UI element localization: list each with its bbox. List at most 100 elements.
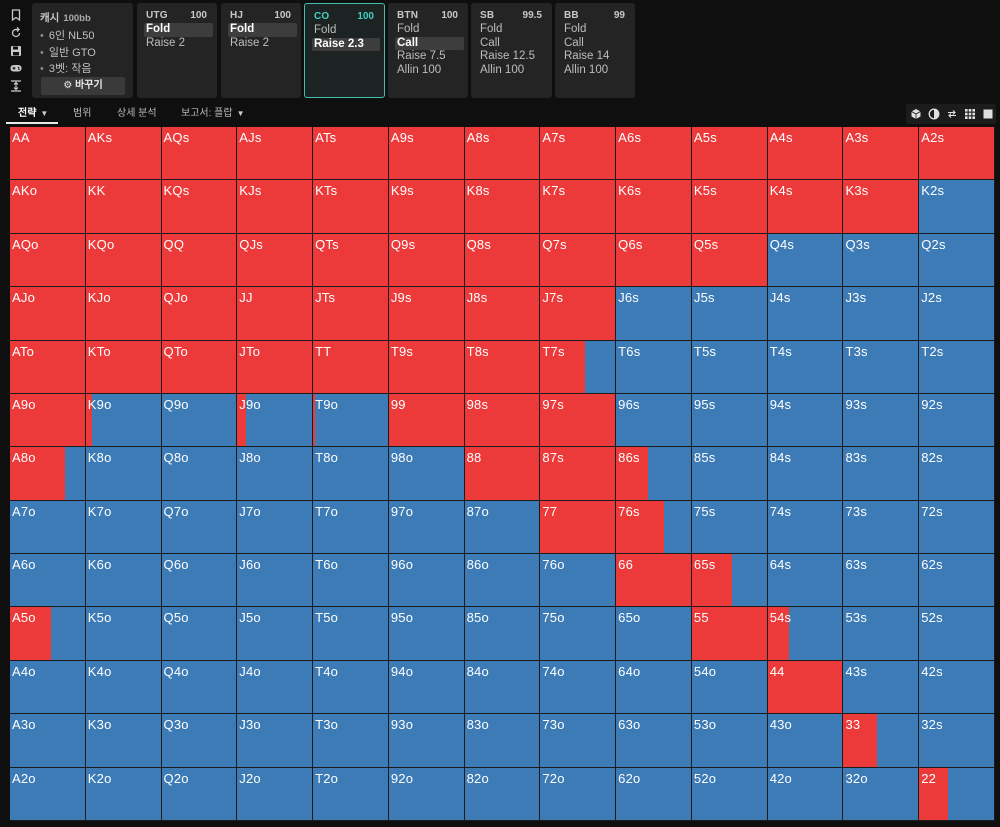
hand-cell[interactable]: K3s [843, 180, 920, 234]
hand-cell[interactable]: ATo [10, 340, 86, 394]
hand-cell[interactable]: 95s [691, 393, 768, 448]
hand-cell[interactable]: Q5o [161, 607, 238, 661]
hand-cell[interactable]: 32o [843, 767, 920, 821]
change-button[interactable]: ⚙ 바꾸기 [41, 77, 125, 95]
action-option[interactable]: Raise 14 [564, 50, 610, 63]
hand-cell[interactable]: 82o [464, 767, 541, 821]
hand-cell[interactable]: J4s [767, 287, 844, 341]
hand-cell[interactable]: J5s [691, 287, 768, 341]
hand-cell[interactable]: K7s [540, 180, 617, 234]
hand-cell[interactable]: QQ [161, 233, 238, 288]
hand-cell[interactable]: 98s [464, 393, 541, 448]
hand-cell[interactable]: 94s [767, 393, 844, 448]
compress-icon[interactable] [10, 80, 22, 92]
hand-cell[interactable]: Q4o [161, 660, 238, 715]
hand-cell[interactable]: AQo [10, 233, 86, 288]
hand-cell[interactable]: A8o [10, 447, 86, 501]
hand-cell[interactable]: A2o [10, 767, 86, 821]
hand-cell[interactable]: Q8o [161, 447, 238, 501]
hand-cell[interactable]: K6s [616, 180, 692, 234]
action-option[interactable]: Raise 2 [230, 36, 269, 49]
hand-cell[interactable]: 88 [464, 447, 541, 501]
hand-cell[interactable]: KK [85, 180, 162, 234]
half-circle-icon[interactable] [928, 108, 940, 120]
hand-cell[interactable]: T5o [313, 607, 389, 661]
hand-cell[interactable]: AQs [161, 127, 238, 181]
hand-cell[interactable]: J5o [237, 607, 314, 661]
hand-cell[interactable]: J9o [237, 393, 314, 448]
hand-cell[interactable]: TT [313, 340, 389, 394]
action-option[interactable]: Call [480, 36, 500, 49]
hand-cell[interactable]: J2s [919, 287, 995, 341]
hand-cell[interactable]: 64o [616, 660, 692, 715]
hand-cell[interactable]: K3o [85, 714, 162, 768]
hand-cell[interactable]: 66 [616, 554, 692, 608]
action-option[interactable]: Call [395, 36, 464, 51]
hand-cell[interactable]: J3s [843, 287, 920, 341]
hand-cell[interactable]: QTs [313, 233, 389, 288]
hand-cell[interactable]: 42s [919, 660, 995, 715]
action-option[interactable]: Fold [564, 23, 587, 35]
hand-cell[interactable]: K7o [85, 500, 162, 555]
hand-cell[interactable]: 97o [388, 500, 465, 555]
tab-report-flop[interactable]: 보고서: 플랍 ▼ [181, 108, 245, 119]
action-option[interactable]: Fold [480, 23, 503, 35]
hand-cell[interactable]: A4o [10, 660, 86, 715]
position-card-co[interactable]: CO 100 Fold Raise 2.3 [304, 3, 385, 98]
hand-cell[interactable]: K5s [691, 180, 768, 234]
hand-cell[interactable]: K4o [85, 660, 162, 715]
hand-cell[interactable]: 63s [843, 554, 920, 608]
hand-cell[interactable]: T8s [464, 340, 541, 394]
hand-cell[interactable]: K9s [388, 180, 465, 234]
hand-cell[interactable]: KTo [85, 340, 162, 394]
hand-cell[interactable]: J4o [237, 660, 314, 715]
hand-cell[interactable]: 77 [540, 500, 617, 555]
hand-cell[interactable]: Q6s [616, 233, 692, 288]
hand-cell[interactable]: 72o [540, 767, 617, 821]
hand-cell[interactable]: KJo [85, 287, 162, 341]
hand-cell[interactable]: Q4s [767, 233, 844, 288]
hand-cell[interactable]: J3o [237, 714, 314, 768]
grid-icon[interactable] [964, 108, 976, 120]
position-card-sb[interactable]: SB 99.5 Fold Call Raise 12.5 Allin 100 [471, 3, 552, 98]
action-option[interactable]: Allin 100 [480, 63, 525, 76]
hand-cell[interactable]: 86s [616, 447, 692, 501]
hand-cell[interactable]: 53s [843, 607, 920, 661]
hand-cell[interactable]: 96s [616, 393, 692, 448]
hand-cell[interactable]: A7o [10, 500, 86, 555]
hand-cell[interactable]: A5s [691, 127, 768, 181]
action-option[interactable]: Fold [314, 24, 337, 36]
hand-cell[interactable]: A3s [843, 127, 920, 181]
hand-cell[interactable]: 76o [540, 554, 617, 608]
hand-cell[interactable]: 84s [767, 447, 844, 501]
hand-cell[interactable]: A5o [10, 607, 86, 661]
hand-cell[interactable]: ATs [313, 127, 389, 181]
action-option[interactable]: Fold [144, 23, 213, 37]
hand-cell[interactable]: 92s [919, 393, 995, 448]
hand-cell[interactable]: 74s [767, 500, 844, 555]
hand-cell[interactable]: T6s [616, 340, 692, 394]
hand-cell[interactable]: 74o [540, 660, 617, 715]
hand-cell[interactable]: KQs [161, 180, 238, 234]
save-icon[interactable] [10, 45, 22, 57]
hand-cell[interactable]: 83s [843, 447, 920, 501]
hand-cell[interactable]: T2s [919, 340, 995, 394]
hand-cell[interactable]: 22 [919, 767, 995, 821]
hand-cell[interactable]: 44 [767, 660, 844, 715]
hand-cell[interactable]: 75s [691, 500, 768, 555]
hand-cell[interactable]: KTs [313, 180, 389, 234]
hand-cell[interactable]: 65s [691, 554, 768, 608]
hand-cell[interactable]: 32s [919, 714, 995, 768]
hand-cell[interactable]: T4o [313, 660, 389, 715]
hand-cell[interactable]: T8o [313, 447, 389, 501]
position-card-utg[interactable]: UTG 100 Fold Raise 2 [137, 3, 217, 98]
hand-cell[interactable]: A6s [616, 127, 692, 181]
action-option[interactable]: Allin 100 [564, 63, 609, 76]
hand-cell[interactable]: 72s [919, 500, 995, 555]
action-option[interactable]: Raise 12.5 [480, 50, 535, 63]
hand-cell[interactable]: A9s [388, 127, 465, 181]
hand-cell[interactable]: 53o [691, 714, 768, 768]
hand-cell[interactable]: JTs [313, 287, 389, 341]
hand-cell[interactable]: J7s [540, 287, 617, 341]
hand-cell[interactable]: J2o [237, 767, 314, 821]
